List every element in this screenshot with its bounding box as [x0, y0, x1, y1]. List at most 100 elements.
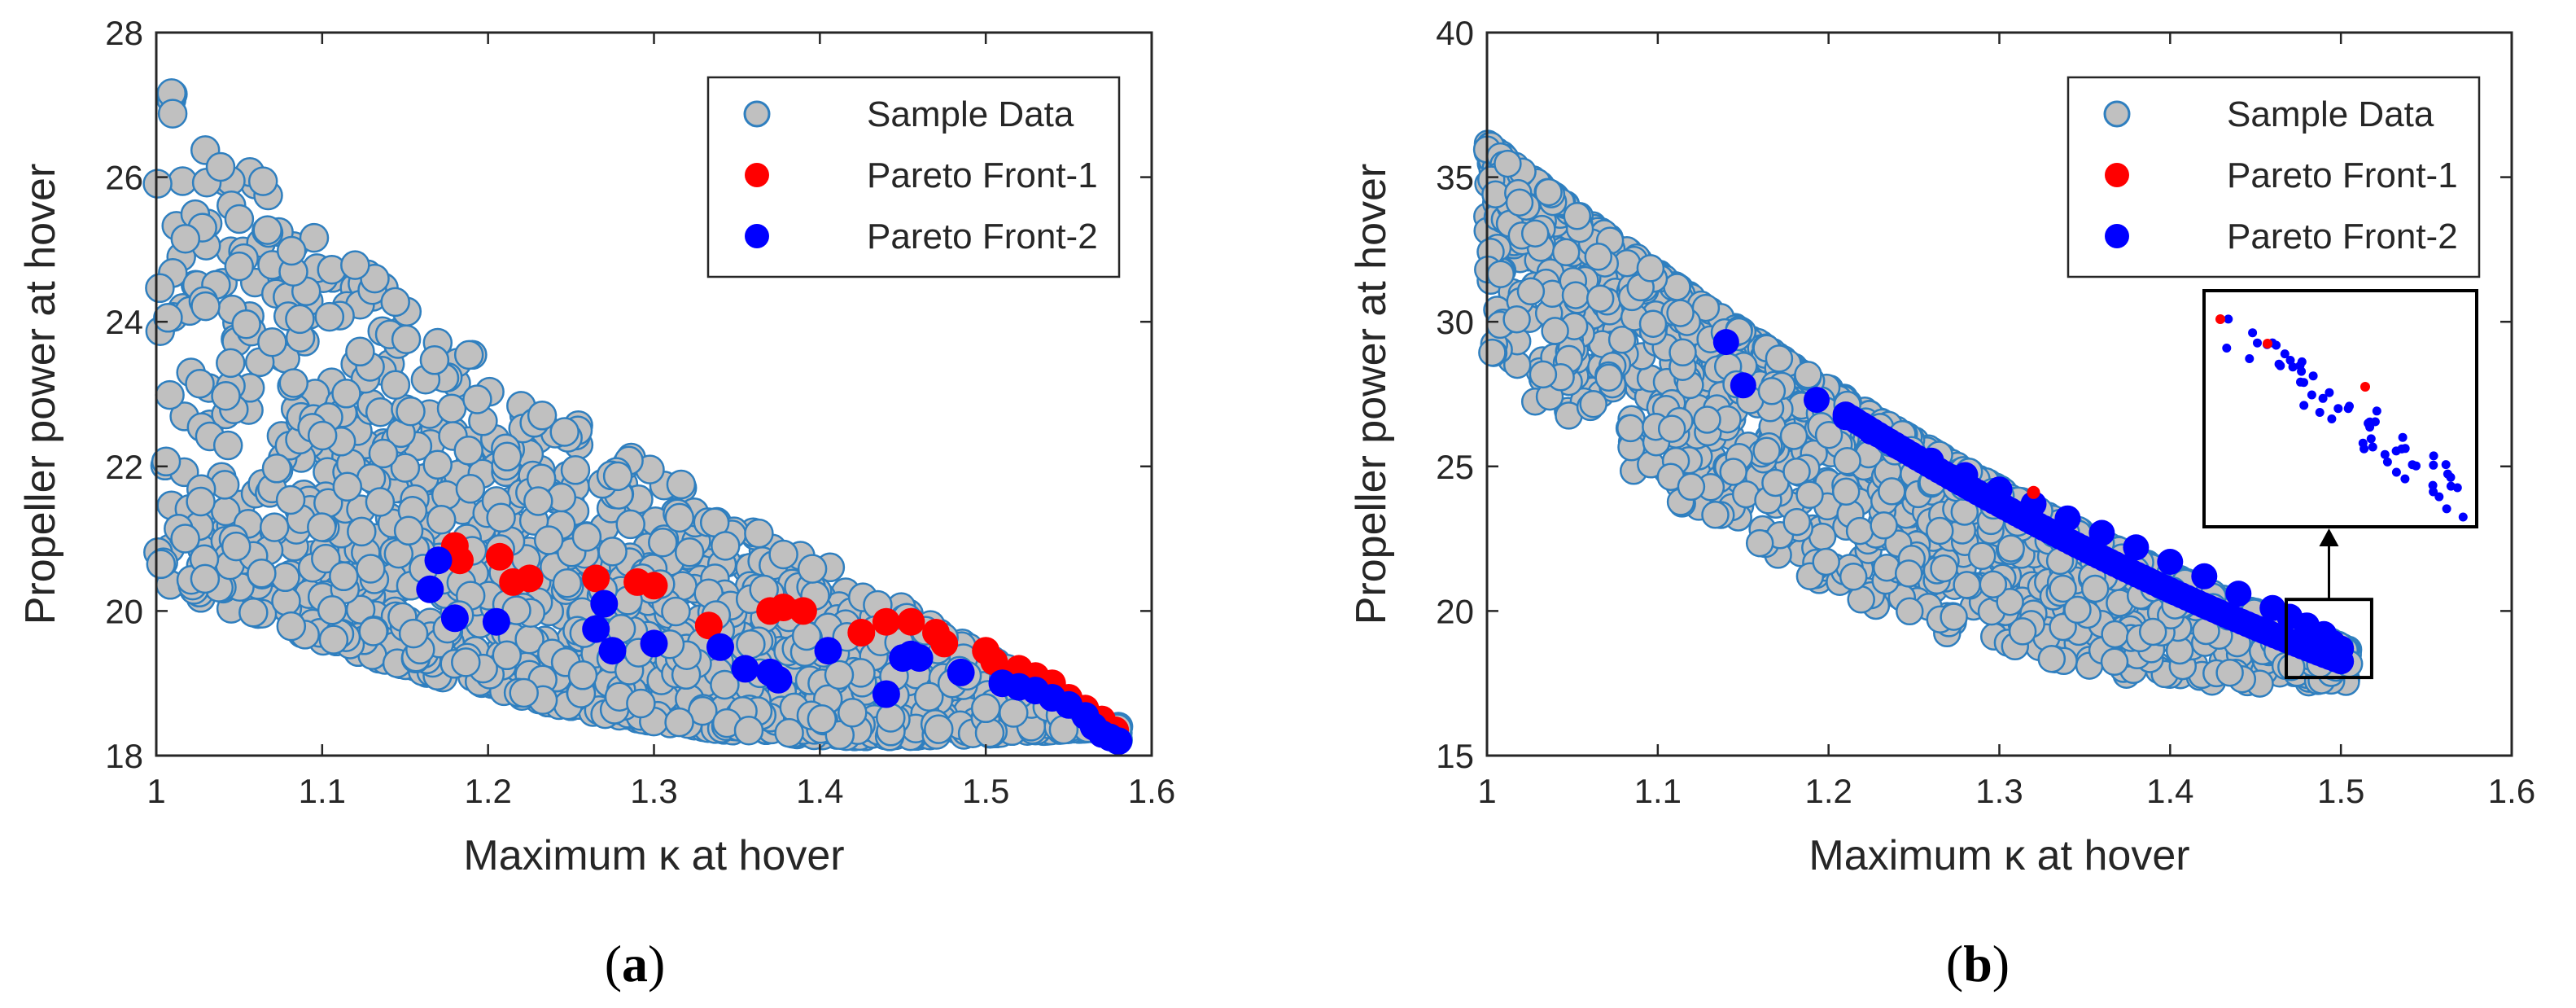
sample-data-point — [838, 698, 868, 728]
sample-data-point — [419, 345, 450, 375]
sample-data-point — [664, 502, 695, 533]
legend-label-sample: Sample Data — [2227, 94, 2434, 134]
sample-data-point — [332, 471, 363, 502]
sample-data-point — [1831, 477, 1861, 506]
zoom-inset-point — [2315, 408, 2325, 417]
sample-data-point — [1541, 317, 1569, 345]
sample-data-point — [533, 525, 564, 555]
zoom-inset-point — [2224, 314, 2233, 324]
sample-data-point — [1833, 446, 1861, 476]
zoom-inset-point-front-1 — [2360, 382, 2370, 392]
sample-data-point — [380, 370, 411, 400]
y-tick-label: 26 — [105, 159, 143, 197]
y-tick-label: 25 — [1436, 448, 1474, 486]
x-tick-label: 1.4 — [796, 772, 843, 810]
panel-label-a: (a) — [605, 935, 666, 993]
sample-data-point — [451, 647, 481, 677]
pareto-front-2-point — [2088, 519, 2115, 546]
sample-data-point — [1845, 516, 1874, 546]
zoom-inset-point — [2318, 393, 2328, 403]
zoom-inset-point — [2299, 378, 2308, 388]
zoom-inset-point — [2280, 349, 2290, 359]
pareto-front-1-point — [485, 542, 514, 571]
sample-data-point — [436, 393, 467, 423]
x-tick-label: 1 — [147, 772, 165, 810]
pareto-front-2-point — [2123, 534, 2150, 561]
legend-marker-front-2 — [2105, 224, 2129, 248]
x-tick-label: 1.5 — [962, 772, 1009, 810]
sample-data-point — [1616, 414, 1645, 443]
pareto-front-2-point — [905, 644, 934, 673]
zoom-inset-point — [2307, 390, 2316, 400]
pareto-front-1-point — [694, 611, 723, 640]
sample-data-point — [185, 368, 215, 399]
sample-data-point — [1636, 254, 1665, 283]
sample-data-point — [238, 598, 269, 628]
sample-data-point — [1584, 243, 1613, 271]
sample-data-point — [924, 714, 954, 744]
sample-data-point — [571, 522, 602, 552]
pareto-front-2-point — [2157, 549, 2184, 575]
pareto-front-2-point — [1104, 727, 1133, 756]
y-tick-label: 35 — [1436, 159, 1474, 197]
zoom-arrow-head — [2319, 528, 2339, 546]
zoom-inset-point — [2412, 461, 2421, 471]
sample-data-point — [1607, 326, 1637, 354]
zoom-inset-point — [2245, 354, 2255, 363]
sample-data-point — [257, 327, 287, 357]
pareto-front-2-point — [1858, 419, 1885, 445]
sample-data-point — [1839, 563, 1868, 591]
sample-data-point — [914, 681, 944, 712]
pareto-front-2-point — [1918, 447, 1944, 474]
sample-data-point — [1701, 501, 1730, 529]
sample-data-point — [145, 273, 175, 304]
sample-data-point — [768, 539, 798, 570]
panel-label-b: (b) — [1946, 935, 2010, 993]
sample-data-point — [356, 554, 386, 584]
sample-data-point — [299, 222, 330, 253]
sample-data-point — [216, 348, 246, 379]
sample-data-point — [711, 531, 741, 561]
legend-marker-sample — [743, 100, 771, 128]
sample-data-point — [314, 301, 345, 332]
sample-data-point — [876, 703, 906, 733]
sample-data-point — [733, 715, 764, 746]
zoom-inset-point — [2364, 419, 2374, 429]
zoom-inset-point — [2429, 487, 2438, 497]
sample-data-point — [259, 512, 290, 542]
sample-data-point — [276, 611, 307, 642]
sample-data-point — [205, 151, 236, 182]
legend-label-front-1: Pareto Front-1 — [2227, 156, 2458, 195]
sample-data-point — [552, 568, 583, 598]
sample-data-point — [331, 379, 361, 409]
sample-data-point — [380, 287, 410, 318]
sample-data-point — [674, 537, 705, 568]
sample-data-point — [527, 401, 558, 431]
sample-data-point — [1579, 389, 1607, 419]
sample-data-point — [453, 340, 484, 370]
pareto-front-1-point — [872, 607, 900, 636]
x-tick-label: 1.5 — [2317, 772, 2364, 810]
sample-data-point — [1752, 436, 1781, 466]
sample-data-point — [170, 524, 200, 554]
zoom-inset-point — [2382, 457, 2392, 467]
zoom-inset-point — [2276, 361, 2285, 370]
sample-data-point — [1930, 554, 1958, 583]
x-tick-label: 1.2 — [464, 772, 511, 810]
sample-data-point — [1782, 457, 1811, 486]
sample-data-point — [278, 368, 309, 398]
sample-data-point — [1693, 405, 1721, 434]
zoom-inset-point — [2391, 467, 2401, 477]
sample-data-point — [1953, 571, 1981, 599]
legend-label-front-2: Pareto Front-2 — [867, 217, 1098, 256]
sample-data-point — [365, 487, 396, 517]
zoom-inset-point — [2428, 480, 2438, 490]
legend: Sample Data Pareto Front-1 Pareto Front-… — [2066, 76, 2481, 278]
sample-data-point — [211, 380, 241, 411]
zoom-inset-point — [2441, 460, 2451, 470]
pareto-front-2-point — [2191, 563, 2218, 589]
y-tick-label: 22 — [105, 448, 143, 486]
sample-data-point — [1870, 511, 1898, 540]
sample-data-point — [1657, 414, 1686, 443]
